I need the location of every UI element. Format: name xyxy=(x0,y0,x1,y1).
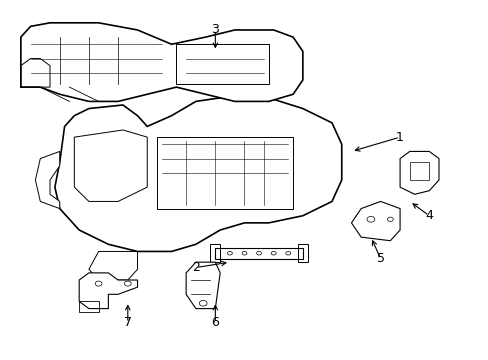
Text: 6: 6 xyxy=(211,316,219,329)
Text: 4: 4 xyxy=(425,209,432,222)
Polygon shape xyxy=(21,23,302,102)
Polygon shape xyxy=(399,152,438,194)
Text: 2: 2 xyxy=(192,261,200,274)
Polygon shape xyxy=(35,152,60,208)
Polygon shape xyxy=(186,262,220,309)
Text: 3: 3 xyxy=(211,23,219,36)
Text: 5: 5 xyxy=(376,252,384,265)
Polygon shape xyxy=(215,248,302,258)
Polygon shape xyxy=(351,202,399,241)
Text: 1: 1 xyxy=(395,131,403,144)
Polygon shape xyxy=(79,273,137,309)
Text: 7: 7 xyxy=(123,316,132,329)
Polygon shape xyxy=(55,98,341,251)
